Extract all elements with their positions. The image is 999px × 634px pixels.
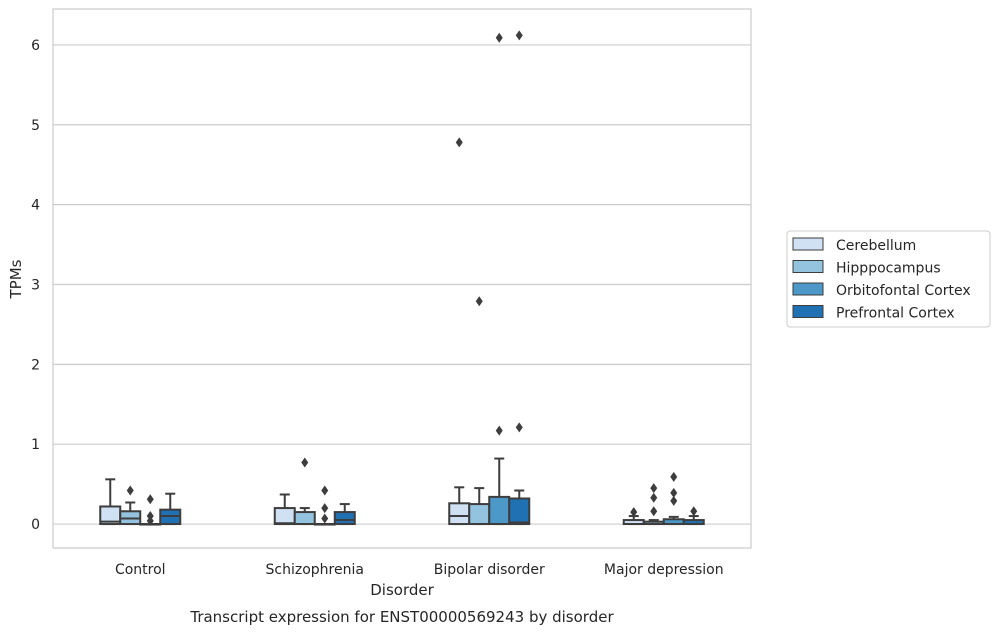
box [313,485,336,526]
box [119,485,142,526]
box [293,457,316,526]
legend-items: Cerebellum Hipppocampus Orbitofontal Corte… [792,237,971,322]
outlier-point [146,515,154,526]
legend-frame [786,230,991,328]
outlier-point [321,513,329,524]
box [642,483,665,526]
grid-lines [53,44,751,525]
box-body [508,497,531,526]
outlier-point [650,492,658,503]
outlier-point [515,422,523,433]
y-tick-label: 1 [31,437,40,453]
plot-area [52,8,752,549]
box-group-0 [99,478,182,526]
outlier-point [301,457,309,468]
outlier-point [650,483,658,494]
box-group-3 [622,471,705,526]
outlier-point [321,503,329,514]
legend-swatch [792,237,824,251]
y-axis-ticks: 0 1 2 3 4 5 6 [31,38,40,533]
y-tick-label: 6 [31,38,40,54]
legend-label: Prefrontal Cortex [836,306,955,322]
y-axis-label: TPMs [7,259,25,299]
outlier-point [670,487,678,498]
outlier-point [146,494,154,505]
box-body [333,511,356,526]
box-body [488,495,511,526]
chart-title: Transcript expression for ENST0000056924… [189,608,614,626]
y-tick-label: 2 [31,357,40,373]
y-tick-label: 0 [31,517,40,533]
y-tick-label: 5 [31,118,40,134]
outlier-point [515,30,523,41]
outlier-point [321,485,329,496]
legend-swatch [792,305,824,318]
box [333,503,356,526]
y-tick-label: 3 [31,277,40,293]
x-tick-label: Bipolar disorder [434,562,545,578]
box [622,507,645,526]
x-tick-label: Major depression [604,562,724,578]
legend-swatch [792,260,824,273]
x-tick-label: Control [115,562,166,578]
outlier-point [475,296,483,307]
box [508,30,531,526]
x-axis-label: Disorder [370,581,434,599]
box [468,296,491,526]
legend-label: Cerebellum [836,238,916,254]
box-body [448,502,471,526]
box-group-1 [273,457,356,526]
outlier-point [670,495,678,506]
legend: Cerebellum Hipppocampus Orbitofontal Corte… [786,230,991,328]
legend-swatch [792,282,824,296]
outlier-point [650,506,658,517]
y-tick-label: 4 [31,198,40,214]
legend-label: Hipppocampus [836,261,941,277]
outlier-point [670,471,678,482]
outlier-point [630,507,638,518]
box [99,478,122,526]
outlier-point [495,32,503,43]
box-body [468,503,491,526]
box [682,506,705,526]
box [139,494,162,526]
box [488,32,511,526]
box-groups [99,30,705,526]
x-axis-ticks: Control Schizophrenia Bipolar disorder Majo… [115,562,724,578]
box-group-2 [448,30,531,526]
x-tick-label: Schizophrenia [266,562,364,578]
box [159,492,182,526]
outlier-point [455,137,463,148]
box [448,137,471,526]
legend-label: Orbitofontal Cortex [836,283,971,299]
box [662,471,685,526]
outlier-point [690,506,698,517]
outlier-point [495,425,503,436]
box-body [273,507,296,526]
box-body [293,511,316,526]
outlier-point [126,485,134,496]
